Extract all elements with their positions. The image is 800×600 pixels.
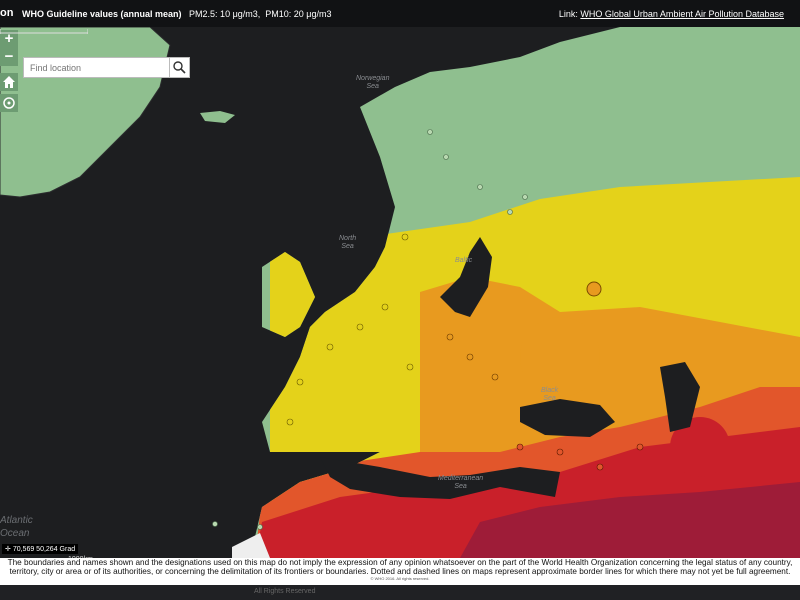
station-marker[interactable] <box>326 343 334 351</box>
station-marker[interactable] <box>556 448 564 456</box>
black-sea <box>520 399 615 437</box>
station-marker[interactable] <box>522 194 528 200</box>
station-marker[interactable] <box>257 524 263 530</box>
map-view[interactable]: + − Norwegian Sea North Sea Baltic Black… <box>0 27 800 558</box>
station-marker[interactable] <box>466 353 474 361</box>
copyright-text: © WHO 2016. All rights reserved. <box>370 576 430 581</box>
mediterranean-sea-label: Mediterranean Sea <box>438 475 483 491</box>
scale-label: 1000km <box>68 556 93 558</box>
crosshair-icon: ✛ <box>5 546 11 553</box>
station-marker[interactable] <box>212 521 218 527</box>
norwegian-sea-label: Norwegian Sea <box>356 75 389 91</box>
scale-bar <box>0 29 88 34</box>
home-button[interactable] <box>0 73 18 91</box>
locate-icon <box>3 97 15 109</box>
station-marker[interactable] <box>296 378 304 386</box>
search-icon <box>173 61 186 74</box>
iceland-landmass <box>200 111 235 123</box>
north-sea-text: North Sea <box>339 235 357 250</box>
atlantic-ocean-text: Atlantic Ocean <box>0 515 33 539</box>
station-marker[interactable] <box>516 443 524 451</box>
top-bar: on WHO Guideline values (annual mean) PM… <box>0 0 800 27</box>
search-button[interactable] <box>169 57 190 78</box>
station-marker[interactable] <box>507 209 513 215</box>
search-container <box>23 57 176 78</box>
baltic-sea-label: Baltic <box>455 257 472 265</box>
caspian-sea <box>660 362 700 432</box>
pm25-value: PM2.5: 10 μg/m3 <box>189 9 258 19</box>
moscow-station-marker[interactable] <box>586 281 602 297</box>
disclaimer-line-1: The boundaries and names shown and the d… <box>7 558 793 567</box>
footer-text: All Rights Reserved <box>254 588 316 595</box>
disclaimer-panel: The boundaries and names shown and the d… <box>0 558 800 585</box>
station-marker[interactable] <box>446 333 454 341</box>
disclaimer-line-2: territory, city or area or of its author… <box>9 567 791 576</box>
station-marker[interactable] <box>427 129 433 135</box>
zoom-out-button[interactable]: − <box>0 48 18 66</box>
station-marker[interactable] <box>286 418 294 426</box>
atlantic-ocean-label: Atlantic Ocean <box>0 514 33 540</box>
database-link[interactable]: WHO Global Urban Ambient Air Pollution D… <box>580 9 784 19</box>
pm10-value: PM10: 20 μg/m3 <box>265 9 332 19</box>
locate-button[interactable] <box>0 94 18 112</box>
baltic-sea-text: Baltic <box>455 257 473 264</box>
station-marker[interactable] <box>401 233 409 241</box>
black-sea-text: Black Sea <box>541 387 559 402</box>
footer-bar: All Rights Reserved <box>0 585 800 600</box>
home-icon <box>3 76 15 88</box>
station-marker[interactable] <box>443 154 449 160</box>
station-marker[interactable] <box>356 323 364 331</box>
mediterranean-sea <box>320 457 560 499</box>
link-prefix: Link: <box>558 9 578 19</box>
canary-region <box>232 533 270 558</box>
norwegian-sea-text: Norwegian Sea <box>356 75 390 90</box>
station-marker[interactable] <box>477 184 483 190</box>
guideline-text: WHO Guideline values (annual mean) PM2.5… <box>22 9 332 19</box>
black-sea-label: Black Sea <box>541 387 558 403</box>
coordinate-value: 70,569 50,264 Grad <box>12 546 76 553</box>
database-link-wrap: Link: WHO Global Urban Ambient Air Pollu… <box>559 9 784 19</box>
station-marker[interactable] <box>491 373 499 381</box>
north-sea-label: North Sea <box>339 235 356 251</box>
app-title: on <box>0 7 14 19</box>
zoom-in-button[interactable]: + <box>0 30 18 48</box>
station-marker[interactable] <box>406 363 414 371</box>
guideline-label: WHO Guideline values (annual mean) <box>22 9 182 19</box>
station-marker[interactable] <box>596 463 604 471</box>
coordinate-readout: ✛ 70,569 50,264 Grad <box>2 544 79 554</box>
mediterranean-sea-text: Mediterranean Sea <box>438 475 484 490</box>
monitoring-stations <box>212 129 644 530</box>
station-marker[interactable] <box>636 443 644 451</box>
map-canvas <box>0 27 800 558</box>
station-marker[interactable] <box>381 303 389 311</box>
baltic-sea <box>440 237 492 317</box>
search-input[interactable] <box>24 59 176 77</box>
